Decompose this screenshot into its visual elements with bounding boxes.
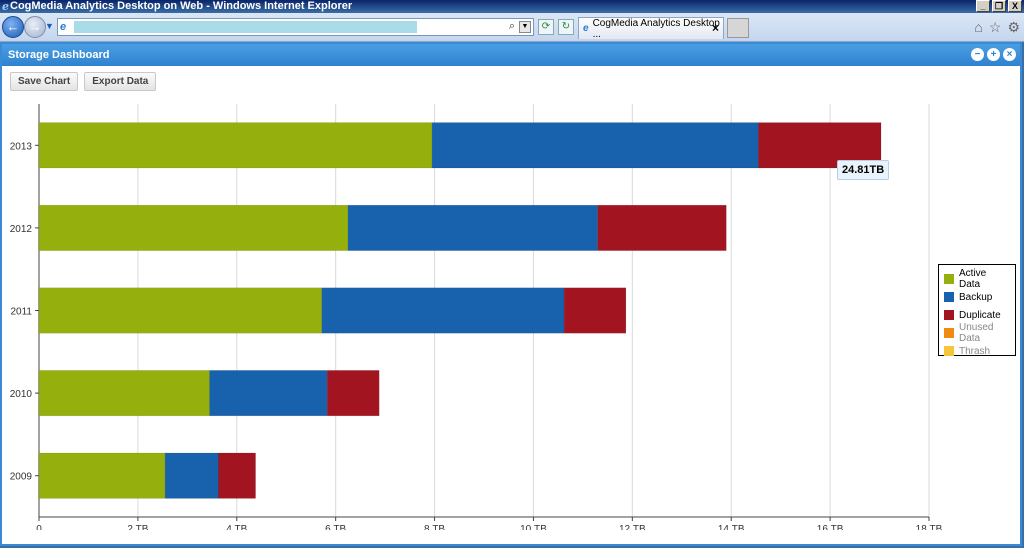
bar-segment[interactable]	[321, 287, 565, 334]
y-tick-label: 2011	[10, 307, 32, 318]
window-controls: _ ❐ X	[976, 0, 1022, 12]
legend-label: Duplicate	[959, 309, 1001, 321]
tab-close-icon[interactable]: ×	[711, 21, 719, 35]
y-tick-label: 2010	[10, 389, 33, 400]
browser-title-bar: e CogMedia Analytics Desktop on Web - Wi…	[0, 0, 1024, 13]
restore-window-button[interactable]: ❐	[992, 0, 1006, 12]
app-title: Storage Dashboard	[8, 49, 110, 61]
bar-segment[interactable]	[164, 452, 219, 499]
tools-gear-icon[interactable]: ⚙	[1007, 19, 1020, 35]
x-tick-label: 14.TB	[718, 524, 745, 530]
bar-segment[interactable]	[38, 370, 210, 417]
bar-segment[interactable]	[563, 287, 627, 334]
legend-swatch	[944, 292, 954, 302]
x-tick-label: 2.TB	[127, 524, 148, 530]
address-dropdown-icon[interactable]: ▼	[519, 21, 531, 33]
bar-segment[interactable]	[327, 370, 380, 417]
export-data-button[interactable]: Export Data	[84, 72, 157, 91]
legend-item[interactable]: Thrash	[944, 342, 1010, 360]
browser-tab[interactable]: e CogMedia Analytics Desktop ... ×	[578, 17, 724, 40]
refresh-icon[interactable]: ↻	[558, 19, 574, 35]
maximize-panel-icon[interactable]: +	[987, 48, 1000, 61]
header-controls: − + ×	[971, 48, 1016, 61]
bar-total-tooltip: 24.81TB	[837, 160, 890, 180]
compatibility-view-icon[interactable]: ⟳	[538, 19, 554, 35]
x-tick-label: 6.TB	[325, 524, 346, 530]
tab-label: CogMedia Analytics Desktop ...	[592, 17, 720, 40]
legend-label: Backup	[959, 291, 993, 303]
y-tick-label: 2013	[10, 141, 33, 152]
bar-segment[interactable]	[38, 452, 166, 499]
legend-item[interactable]: Duplicate	[944, 306, 1010, 324]
app-header: Storage Dashboard − + ×	[2, 44, 1020, 66]
bar-segment[interactable]	[431, 122, 759, 169]
browser-toolbar: ← → ▼ e ⌕ ▼ ⟳ ↻ e CogMedia Analytics Des…	[0, 13, 1024, 42]
legend-label: Unused Data	[959, 322, 994, 344]
window-title: CogMedia Analytics Desktop on Web - Wind…	[10, 0, 353, 12]
bar-segment[interactable]	[597, 204, 727, 251]
minimize-panel-icon[interactable]: −	[971, 48, 984, 61]
bar-segment[interactable]	[347, 204, 598, 251]
x-tick-label: 10.TB	[520, 524, 547, 530]
legend-label: Thrash	[959, 345, 991, 357]
favorites-star-icon[interactable]: ☆	[988, 19, 1002, 35]
bar-segment[interactable]	[38, 287, 323, 334]
browser-right-tools: ⌂ ☆ ⚙	[974, 19, 1020, 36]
bar-segment[interactable]	[38, 204, 349, 251]
x-tick-label: 4.TB	[226, 524, 247, 530]
x-tick-label: 0	[36, 524, 42, 530]
x-tick-label: 12.TB	[619, 524, 646, 530]
page-ie-icon: e	[60, 21, 67, 33]
x-tick-label: 16.TB	[817, 524, 844, 530]
legend-item[interactable]: Unused Data	[944, 322, 1010, 344]
recent-pages-dropdown-icon[interactable]: ▼	[45, 21, 54, 31]
x-tick-label: 18.TB	[916, 524, 943, 530]
ie-logo-icon: e	[2, 0, 9, 13]
legend-item[interactable]: Active Data	[944, 268, 1010, 290]
minimize-window-button[interactable]: _	[976, 0, 990, 12]
x-tick-label: 8.TB	[424, 524, 445, 530]
address-bar[interactable]: e ⌕ ▼	[57, 18, 534, 36]
close-panel-icon[interactable]: ×	[1003, 48, 1016, 61]
save-chart-button[interactable]: Save Chart	[10, 72, 79, 91]
legend-item[interactable]: Backup	[944, 288, 1010, 306]
tab-ie-icon: e	[583, 23, 589, 34]
y-tick-label: 2009	[10, 472, 33, 483]
legend-swatch	[944, 310, 954, 320]
storage-dashboard-window: Storage Dashboard − + × Save Chart Expor…	[0, 42, 1022, 546]
legend-swatch	[944, 274, 954, 284]
action-buttons: Save Chart Export Data	[10, 72, 157, 91]
legend-swatch	[944, 346, 954, 356]
close-window-button[interactable]: X	[1008, 0, 1022, 12]
chart-legend: Active Data Backup Duplicate Unused Data Thr…	[938, 264, 1016, 357]
address-url-field[interactable]	[74, 21, 417, 33]
home-icon[interactable]: ⌂	[974, 19, 983, 35]
bar-segment[interactable]	[209, 370, 328, 417]
search-icon[interactable]: ⌕	[508, 20, 515, 32]
legend-swatch	[944, 328, 954, 338]
bar-segment[interactable]	[38, 122, 433, 169]
y-tick-label: 2012	[10, 224, 33, 235]
legend-label: Active Data	[959, 268, 987, 290]
forward-button[interactable]: →	[24, 16, 46, 38]
back-button[interactable]: ←	[2, 16, 24, 38]
bar-segment[interactable]	[218, 452, 256, 499]
new-tab-button[interactable]	[727, 18, 749, 38]
storage-bar-chart: 0 2.TB 4.TB 6.TB 8.TB 10.TB 12.TB 14.TB 16.TB 18.…	[10, 104, 943, 530]
